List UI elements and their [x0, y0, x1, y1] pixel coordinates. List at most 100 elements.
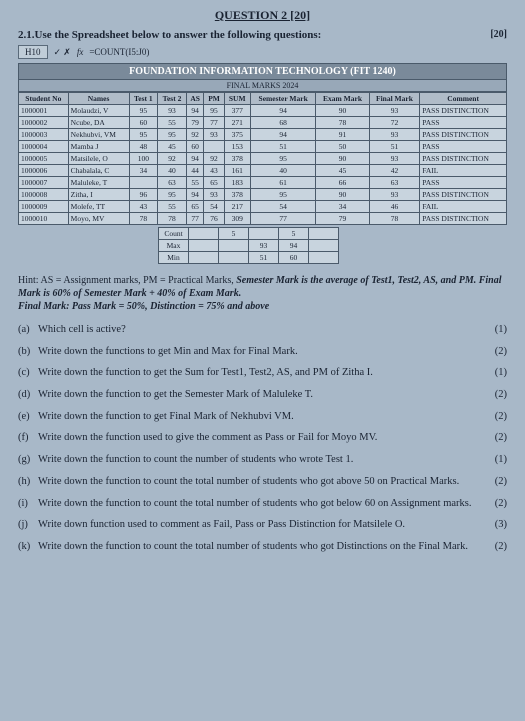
cell: 95: [158, 189, 187, 201]
question-points: (1): [479, 453, 507, 468]
cell: 377: [224, 105, 250, 117]
table-row: 1000008Zitha, I96959493378959093PASS DIS…: [19, 189, 507, 201]
cell: 93: [204, 189, 224, 201]
question-label: (i): [18, 497, 38, 512]
cell: 309: [224, 213, 250, 225]
cell: 94: [186, 189, 204, 201]
cell: 183: [224, 177, 250, 189]
question-text: Write down the function to get the Semes…: [38, 388, 479, 403]
cell: 50: [316, 141, 369, 153]
cell: 77: [186, 213, 204, 225]
cell: 217: [224, 201, 250, 213]
cell: 95: [129, 129, 158, 141]
cell: 45: [316, 165, 369, 177]
summary-cell: 51: [249, 252, 279, 264]
summary-cell: 94: [279, 240, 309, 252]
question-item: (k)Write down the function to count the …: [18, 540, 507, 555]
table-row: 1000005Matsilele, O100929492378959093PAS…: [19, 153, 507, 165]
cell: 42: [369, 165, 420, 177]
question-item: (c)Write down the function to get the Su…: [18, 366, 507, 381]
summary-cell: Max: [159, 240, 189, 252]
question-points: (2): [479, 475, 507, 490]
cell: Maluleke, T: [68, 177, 129, 189]
cell: 54: [250, 201, 316, 213]
cell: 91: [316, 129, 369, 141]
cell: 60: [129, 117, 158, 129]
cell: 66: [316, 177, 369, 189]
cell: 34: [129, 165, 158, 177]
cell: PASS DISTINCTION: [420, 213, 507, 225]
cell: 51: [369, 141, 420, 153]
cell: 93: [204, 129, 224, 141]
cell: PASS: [420, 177, 507, 189]
question-text: Write down the function to count the tot…: [38, 475, 479, 490]
summary-cell: 93: [249, 240, 279, 252]
col-header: Final Mark: [369, 93, 420, 105]
question-text: Write down the function to count the tot…: [38, 497, 479, 512]
cell: 77: [204, 117, 224, 129]
cell: FAIL: [420, 165, 507, 177]
question-label: (d): [18, 388, 38, 403]
cell: 378: [224, 153, 250, 165]
total-marks: [20]: [490, 29, 507, 40]
question-points: (3): [479, 518, 507, 533]
question-text: Write down the function to get Final Mar…: [38, 410, 479, 425]
question-text: Write down the function to get the Sum f…: [38, 366, 479, 381]
question-list: (a)Which cell is active?(1)(b)Write down…: [18, 323, 507, 555]
cell: Chabalala, C: [68, 165, 129, 177]
question-points: (2): [479, 345, 507, 360]
cell: 161: [224, 165, 250, 177]
cell: 90: [316, 189, 369, 201]
cell: Ncube, DA: [68, 117, 129, 129]
question-item: (h)Write down the function to count the …: [18, 475, 507, 490]
question-label: (h): [18, 475, 38, 490]
cell: 44: [186, 165, 204, 177]
spreadsheet-table: Student NoNamesTest 1Test 2ASPMSUMSemest…: [18, 92, 507, 225]
cell: 1000009: [19, 201, 69, 213]
cell: 1000001: [19, 105, 69, 117]
cell: [204, 141, 224, 153]
cell: Molefe, TT: [68, 201, 129, 213]
sub-header-row: 2.1.Use the Spreadsheet below to answer …: [18, 29, 507, 41]
cell: 95: [204, 105, 224, 117]
cell: 92: [158, 153, 187, 165]
question-points: (2): [479, 540, 507, 555]
cell: 72: [369, 117, 420, 129]
cell: 63: [158, 177, 187, 189]
cell: 79: [186, 117, 204, 129]
cell: Moyo, MV: [68, 213, 129, 225]
question-text: Write down the function to count the tot…: [38, 540, 479, 555]
cell: 94: [250, 129, 316, 141]
col-header: Student No: [19, 93, 69, 105]
table-header-row: Student NoNamesTest 1Test 2ASPMSUMSemest…: [19, 93, 507, 105]
sub-header: 2.1.Use the Spreadsheet below to answer …: [18, 29, 321, 41]
cell: 1000003: [19, 129, 69, 141]
question-label: (g): [18, 453, 38, 468]
cell: 43: [129, 201, 158, 213]
name-box: H10: [18, 45, 48, 59]
cell: 55: [186, 177, 204, 189]
summary-row: Min5160: [159, 252, 339, 264]
cell: 153: [224, 141, 250, 153]
cell: 78: [158, 213, 187, 225]
cell: PASS: [420, 117, 507, 129]
hint-block: Hint: AS = Assignment marks, PM = Practi…: [18, 274, 507, 313]
table-row: 1000009Molefe, TT43556554217543446FAIL: [19, 201, 507, 213]
summary-cell: [219, 240, 249, 252]
table-row: 1000010Moyo, MV78787776309777978PASS DIS…: [19, 213, 507, 225]
summary-cell: Count: [159, 228, 189, 240]
cell: 1000008: [19, 189, 69, 201]
cell: 79: [316, 213, 369, 225]
summary-cell: [309, 228, 339, 240]
question-label: (e): [18, 410, 38, 425]
summary-cell: [189, 252, 219, 264]
cell: 78: [369, 213, 420, 225]
question-item: (e)Write down the function to get Final …: [18, 410, 507, 425]
cell: 93: [369, 129, 420, 141]
question-points: (2): [479, 497, 507, 512]
cell: 40: [250, 165, 316, 177]
formula-text: =COUNT(I5:J0): [89, 47, 149, 57]
cell: 93: [369, 153, 420, 165]
hint-l1a: Hint: AS = Assignment marks, PM = Practi…: [18, 275, 236, 286]
col-header: Test 1: [129, 93, 158, 105]
